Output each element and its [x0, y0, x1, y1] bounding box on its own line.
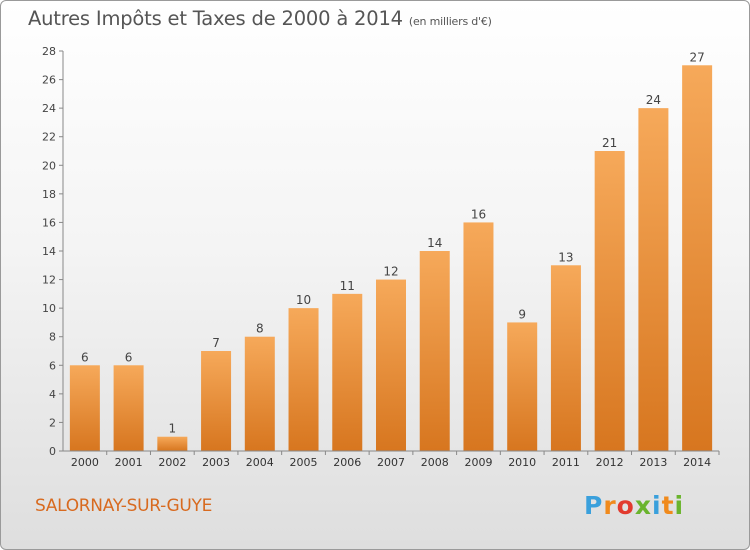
y-tick-label: 24 — [42, 102, 56, 115]
y-tick-label: 2 — [49, 416, 56, 429]
y-tick-label: 10 — [42, 302, 56, 315]
x-tick-label: 2010 — [508, 456, 536, 469]
x-tick-label: 2001 — [115, 456, 143, 469]
bar — [638, 108, 669, 452]
data-label: 13 — [558, 250, 573, 264]
data-label: 21 — [602, 136, 617, 150]
bar — [463, 222, 494, 451]
x-tick-label: 2013 — [639, 456, 667, 469]
data-label: 11 — [340, 279, 355, 293]
x-tick-label: 2011 — [552, 456, 580, 469]
bar — [507, 322, 538, 451]
bar — [157, 436, 188, 451]
title-text: Autres Impôts et Taxes de 2000 à 2014 — [28, 7, 403, 30]
data-label: 1 — [169, 422, 177, 436]
logo-letter: P — [584, 491, 604, 520]
y-tick-label: 6 — [49, 359, 56, 372]
logo-letter: i — [674, 491, 685, 520]
data-label: 6 — [125, 350, 133, 364]
data-label: 9 — [518, 307, 526, 321]
y-tick-label: 4 — [49, 388, 56, 401]
y-tick-label: 16 — [42, 216, 56, 229]
data-label: 12 — [383, 265, 398, 279]
logo-letter: t — [661, 491, 675, 520]
data-label: 14 — [427, 236, 442, 250]
x-tick-label: 2007 — [377, 456, 405, 469]
city-name: SALORNAY-SUR-GUYE — [35, 496, 213, 516]
title-unit: (en milliers d'€) — [408, 15, 492, 28]
bar — [288, 308, 319, 451]
y-tick-label: 26 — [42, 74, 56, 87]
x-tick-label: 2014 — [683, 456, 711, 469]
y-tick-label: 8 — [49, 331, 56, 344]
x-tick-label: 2006 — [333, 456, 361, 469]
bars-group — [69, 65, 713, 452]
y-tick-label: 22 — [42, 131, 56, 144]
y-tick-label: 0 — [49, 445, 56, 458]
bar — [419, 251, 450, 451]
x-tick-label: 2009 — [464, 456, 492, 469]
logo-letter: o — [616, 491, 635, 520]
bar — [201, 351, 232, 451]
labels-group: 6 2000 6 2001 1 2002 7 2003 8 2004 10 2005 11 2006 12 2… — [71, 50, 711, 469]
proxiti-logo: Proxiti — [584, 491, 684, 520]
logo-letter: i — [652, 491, 662, 520]
y-tick-label: 14 — [42, 245, 56, 258]
x-tick-label: 2004 — [246, 456, 274, 469]
x-tick-label: 2003 — [202, 456, 230, 469]
data-label: 10 — [296, 293, 311, 307]
data-label: 8 — [256, 322, 264, 336]
bar — [69, 365, 100, 451]
data-label: 7 — [212, 336, 220, 350]
data-label: 6 — [81, 350, 89, 364]
x-tick-label: 2008 — [421, 456, 449, 469]
data-label: 27 — [689, 50, 704, 64]
y-tick-label: 18 — [42, 188, 56, 201]
bar — [113, 365, 144, 451]
y-tick-label: 28 — [42, 45, 56, 58]
bar — [682, 65, 713, 452]
y-tick-label: 20 — [42, 159, 56, 172]
data-label: 24 — [646, 93, 661, 107]
bar — [244, 336, 275, 451]
x-tick-label: 2000 — [71, 456, 99, 469]
logo-letter: r — [603, 491, 617, 520]
x-tick-label: 2002 — [158, 456, 186, 469]
bar — [332, 293, 363, 451]
x-tick-label: 2012 — [596, 456, 624, 469]
bar — [594, 151, 625, 451]
data-label: 16 — [471, 207, 486, 221]
y-tick-label: 12 — [42, 274, 56, 287]
logo-letter: x — [634, 491, 652, 520]
chart-title: Autres Impôts et Taxes de 2000 à 2014 (en… — [28, 7, 492, 30]
bar — [376, 279, 406, 451]
x-tick-label: 2005 — [290, 456, 318, 469]
bar — [550, 265, 581, 451]
